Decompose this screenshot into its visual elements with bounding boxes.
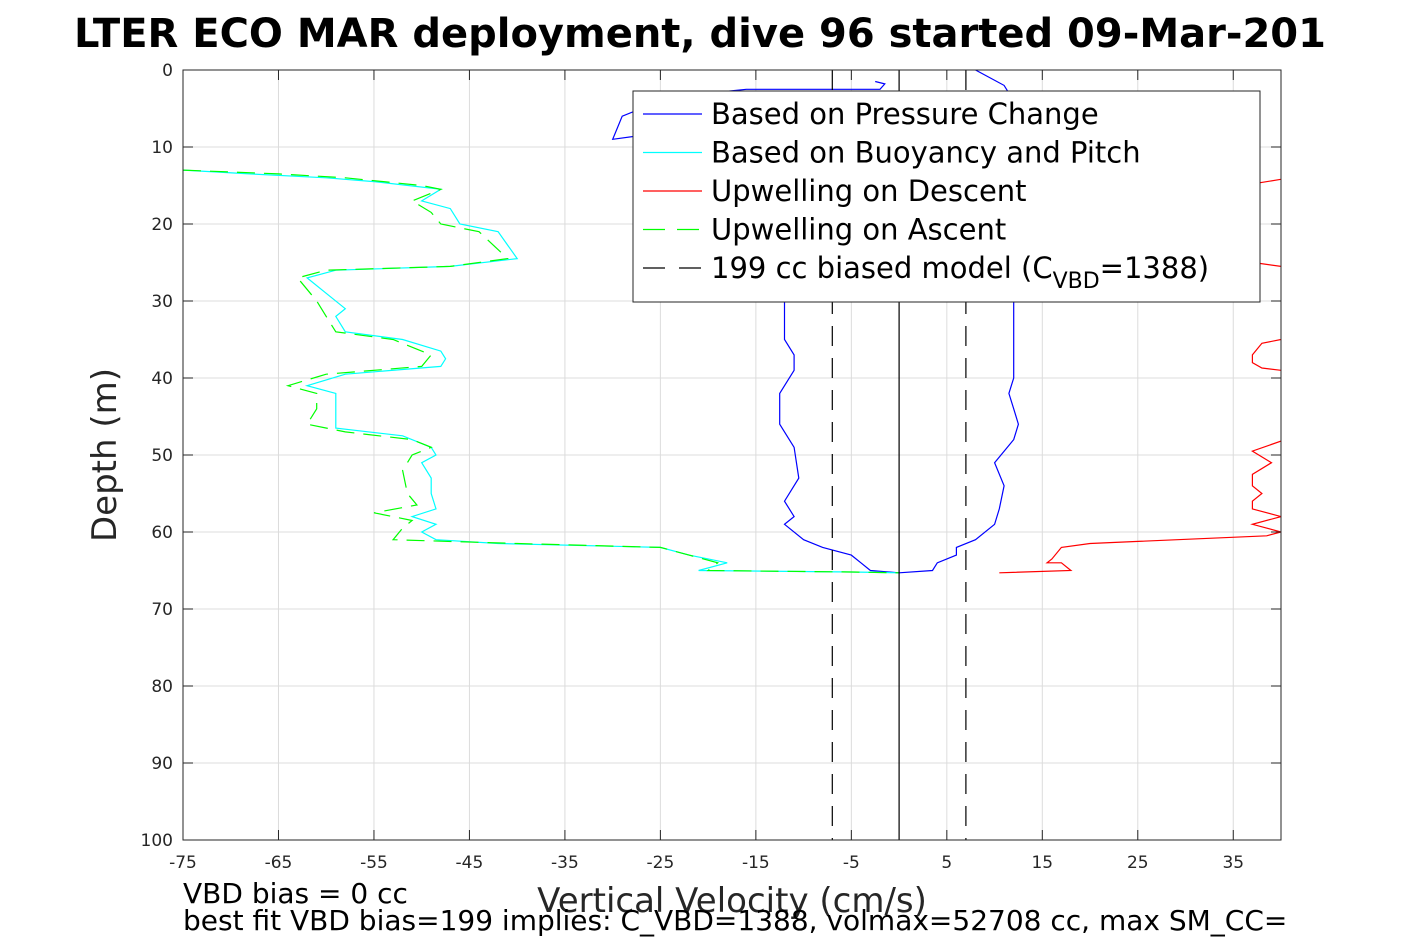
y-tick-label: 60 <box>151 523 173 543</box>
series-line-7 <box>183 169 900 574</box>
x-tick-label: -75 <box>169 853 197 873</box>
footnote-vbd-bias: VBD bias = 0 cc <box>183 877 408 910</box>
x-tick-label: -15 <box>742 853 770 873</box>
legend: Based on Pressure Change Based on Buoyanc… <box>632 90 1261 303</box>
legend-label: Based on Pressure Change <box>711 97 1099 131</box>
legend-label: Upwelling on Ascent <box>711 213 1006 247</box>
y-tick-label: 80 <box>151 677 173 697</box>
y-tick-label: 0 <box>162 61 173 81</box>
legend-box <box>632 90 1261 303</box>
x-tick-label: 25 <box>1127 853 1149 873</box>
y-tick-label: 10 <box>151 138 173 158</box>
x-tick-label: -25 <box>647 853 675 873</box>
series-line-6 <box>999 440 1281 574</box>
y-tick-label: 40 <box>151 369 173 389</box>
x-tick-label: -45 <box>456 853 484 873</box>
y-tick-label: 20 <box>151 215 173 235</box>
legend-label: Upwelling on Descent <box>711 174 1027 208</box>
x-axis-label: Vertical Velocity (cm/s) <box>537 881 927 921</box>
chart-title: LTER ECO MAR deployment, dive 96 started… <box>74 11 1326 57</box>
series-line-2 <box>183 169 900 574</box>
x-tick-label: -5 <box>843 853 860 873</box>
y-tick-label: 100 <box>141 831 173 851</box>
legend-label: Based on Buoyancy and Pitch <box>711 136 1141 170</box>
x-tick-label: -65 <box>265 853 293 873</box>
x-tick-label: 5 <box>941 853 952 873</box>
x-tick-label: -55 <box>360 853 388 873</box>
y-axis-label: Depth (m) <box>85 368 125 542</box>
x-tick-label: 15 <box>1031 853 1053 873</box>
y-tick-label: 30 <box>151 292 173 312</box>
y-tick-label: 50 <box>151 446 173 466</box>
tick-labels: -75 -65 -55 -45 -35 -25 -15 -5 5 15 25 350102030405… <box>141 61 1281 873</box>
y-tick-label: 70 <box>151 600 173 620</box>
x-tick-label: -35 <box>551 853 579 873</box>
footnote-best-fit: best fit VBD bias=199 implies: C_VBD=138… <box>183 904 1287 937</box>
x-tick-label: 35 <box>1222 853 1244 873</box>
y-tick-label: 90 <box>151 754 173 774</box>
series-line-5 <box>1251 338 1281 371</box>
